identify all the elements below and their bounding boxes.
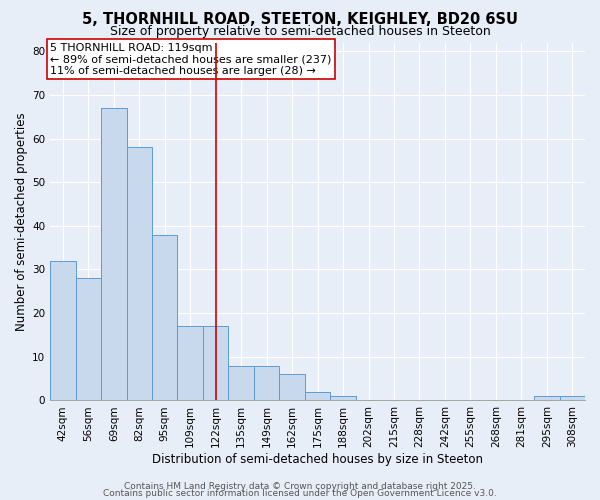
Text: Size of property relative to semi-detached houses in Steeton: Size of property relative to semi-detach… <box>110 25 490 38</box>
Text: Contains public sector information licensed under the Open Government Licence v3: Contains public sector information licen… <box>103 489 497 498</box>
Bar <box>203 326 229 400</box>
Bar <box>280 374 305 400</box>
Text: 5, THORNHILL ROAD, STEETON, KEIGHLEY, BD20 6SU: 5, THORNHILL ROAD, STEETON, KEIGHLEY, BD… <box>82 12 518 28</box>
Bar <box>305 392 331 400</box>
Bar <box>331 396 356 400</box>
X-axis label: Distribution of semi-detached houses by size in Steeton: Distribution of semi-detached houses by … <box>152 453 483 466</box>
Bar <box>534 396 560 400</box>
Y-axis label: Number of semi-detached properties: Number of semi-detached properties <box>15 112 28 331</box>
Text: 5 THORNHILL ROAD: 119sqm
← 89% of semi-detached houses are smaller (237)
11% of : 5 THORNHILL ROAD: 119sqm ← 89% of semi-d… <box>50 42 332 76</box>
Bar <box>76 278 101 400</box>
Bar <box>254 366 280 400</box>
Bar <box>50 261 76 400</box>
Bar <box>101 108 127 401</box>
Bar <box>229 366 254 400</box>
Bar <box>178 326 203 400</box>
Bar <box>127 148 152 400</box>
Bar <box>152 234 178 400</box>
Text: Contains HM Land Registry data © Crown copyright and database right 2025.: Contains HM Land Registry data © Crown c… <box>124 482 476 491</box>
Bar <box>560 396 585 400</box>
